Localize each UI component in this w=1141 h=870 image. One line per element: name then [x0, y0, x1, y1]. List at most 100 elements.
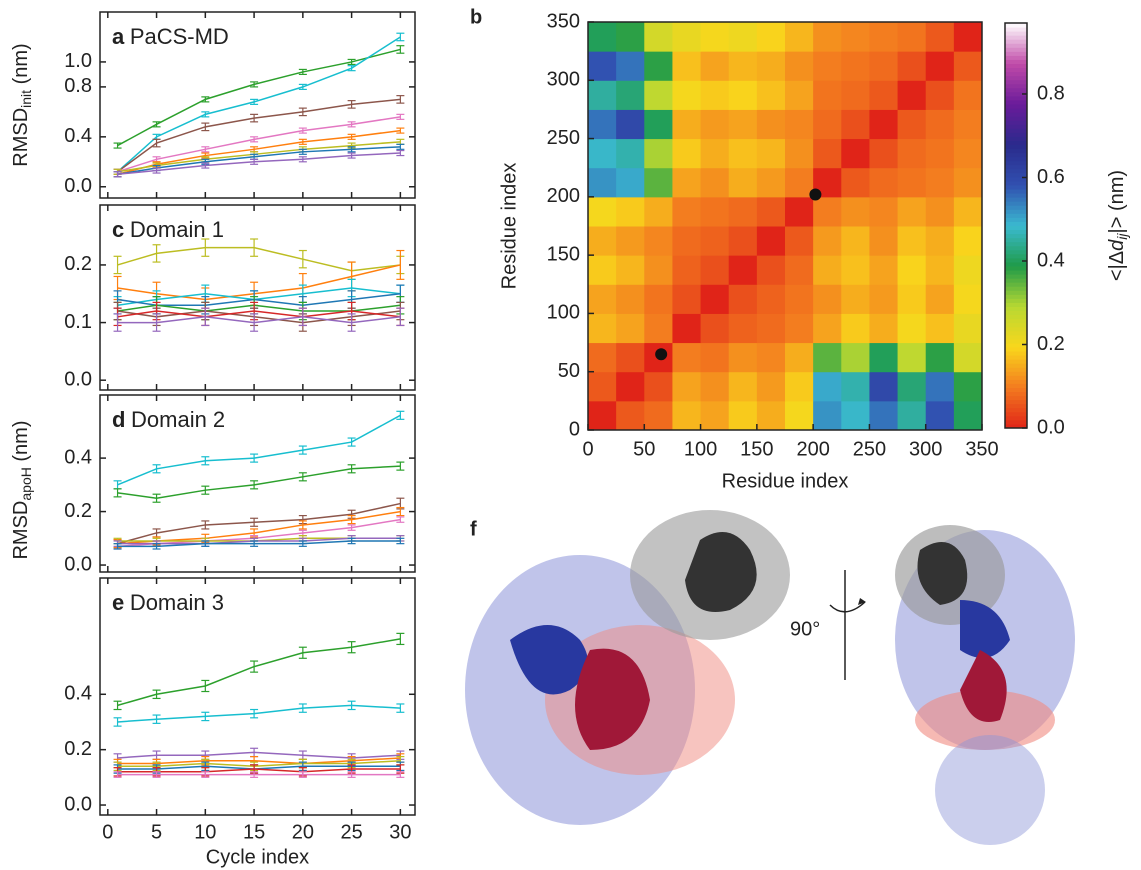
heatmap-cell — [756, 80, 786, 110]
colorbar-step — [1005, 330, 1027, 336]
colorbar-step — [1005, 347, 1027, 352]
structure-panel: f 90° — [465, 510, 1075, 845]
heatmap-cell — [869, 400, 899, 431]
heatmap-cell — [756, 313, 786, 344]
heatmap-cell — [616, 22, 645, 52]
colorbar-step — [1005, 79, 1027, 85]
colorbar-step — [1005, 241, 1027, 247]
colorbar-step — [1005, 371, 1027, 376]
heatmap-cell — [672, 400, 702, 431]
domain-gray-2 — [917, 542, 968, 605]
colorbar-step — [1005, 261, 1027, 267]
heatmap-cell — [700, 22, 730, 52]
heatmap-cell — [756, 371, 786, 402]
heatmap-cell — [644, 226, 673, 256]
y-tick-label: 0.0 — [64, 553, 92, 575]
x-tick-label: 150 — [740, 438, 773, 460]
heatmap-cell — [700, 371, 730, 402]
heatmap-cell — [728, 255, 758, 285]
colorbar-step — [1005, 318, 1027, 324]
heatmap-cell — [953, 284, 983, 314]
heatmap-cell — [588, 109, 617, 140]
ensemble-blue-3 — [935, 735, 1045, 845]
heatmap-cell — [785, 22, 814, 52]
colorbar-step — [1005, 120, 1027, 125]
heatmap-cell — [644, 51, 673, 81]
colorbar-step — [1005, 67, 1027, 73]
colorbar-step — [1005, 322, 1027, 328]
heatmap-cell — [728, 400, 758, 431]
heatmap-cell — [953, 80, 983, 110]
colorbar-step — [1005, 108, 1027, 113]
heatmap-cell — [925, 284, 955, 314]
cb-label-start: <|Δ — [1106, 251, 1128, 281]
heatmap-cell — [953, 109, 983, 140]
colorbar-step — [1005, 351, 1027, 356]
colorbar-step — [1005, 213, 1027, 218]
colorbar-step — [1005, 128, 1027, 133]
colorbar-step — [1005, 148, 1027, 154]
heatmap-cell — [700, 284, 730, 314]
x-tick-label: 350 — [965, 438, 998, 460]
y-axis-label: RMSDinit (nm) — [10, 43, 33, 166]
heatmap-cell — [897, 342, 927, 373]
heatmap-cell — [616, 400, 645, 431]
heatmap-cell — [616, 284, 645, 314]
colorbar-step — [1005, 286, 1027, 291]
x-tick-label: 200 — [796, 438, 829, 460]
heatmap-cell — [925, 109, 955, 140]
panel-title: a PaCS-MD — [112, 24, 229, 49]
heatmap-cell — [813, 284, 842, 314]
series-line — [117, 116, 401, 173]
heatmap-cell — [813, 226, 842, 256]
colorbar-step — [1005, 411, 1027, 417]
heatmap-cell — [897, 51, 927, 81]
heatmap-cell — [925, 313, 955, 344]
colorbar-step — [1005, 338, 1027, 344]
colorbar-step — [1005, 144, 1027, 150]
heatmap-cell — [644, 371, 673, 402]
colorbar-step — [1005, 310, 1027, 316]
series-line — [117, 638, 401, 707]
heatmap-cell — [869, 284, 899, 314]
heatmap-cell — [813, 51, 842, 81]
heatmap-cell — [813, 342, 842, 373]
heatmap-cell — [841, 255, 870, 285]
heatmap-cell — [897, 80, 927, 110]
colorbar-step — [1005, 225, 1027, 231]
heatmap-cell — [813, 22, 842, 52]
heatmap-cell — [785, 313, 814, 344]
colorbar-step — [1005, 306, 1027, 312]
y-tick-label: 0.0 — [64, 175, 92, 197]
heatmap-cell — [869, 371, 899, 402]
series-line — [117, 465, 401, 499]
heatmap-cell — [813, 255, 842, 285]
colorbar-tick-label: 0.6 — [1037, 166, 1065, 188]
heatmap-cell — [672, 313, 702, 344]
heatmap-cell — [869, 255, 899, 285]
y-label-main: RMSD — [10, 501, 32, 560]
title-text: Domain 2 — [131, 407, 225, 432]
colorbar-step — [1005, 55, 1027, 60]
colorbar-step — [1005, 152, 1027, 158]
plot-frame — [99, 577, 416, 816]
heatmap-cell — [813, 138, 842, 169]
colorbar-step — [1005, 104, 1027, 109]
x-tick-label: 30 — [389, 821, 411, 843]
colorbar-step — [1005, 91, 1027, 97]
colorbar-step — [1005, 298, 1027, 303]
heatmap-cell — [588, 313, 617, 344]
heatmap-cell — [700, 80, 730, 110]
heatmap-cell — [953, 167, 983, 198]
heatmap-cell — [728, 138, 758, 169]
cb-label-sub: ij — [1114, 233, 1130, 240]
domain-gray — [685, 532, 757, 612]
colorbar-step — [1005, 229, 1027, 235]
heatmap-cell — [588, 80, 617, 110]
colorbar-step — [1005, 176, 1027, 182]
heatmap-cell — [672, 138, 702, 169]
heatmap-cell — [728, 109, 758, 140]
heatmap-cell — [616, 80, 645, 110]
heatmap-cell — [897, 109, 927, 140]
heatmap-cell — [728, 51, 758, 81]
